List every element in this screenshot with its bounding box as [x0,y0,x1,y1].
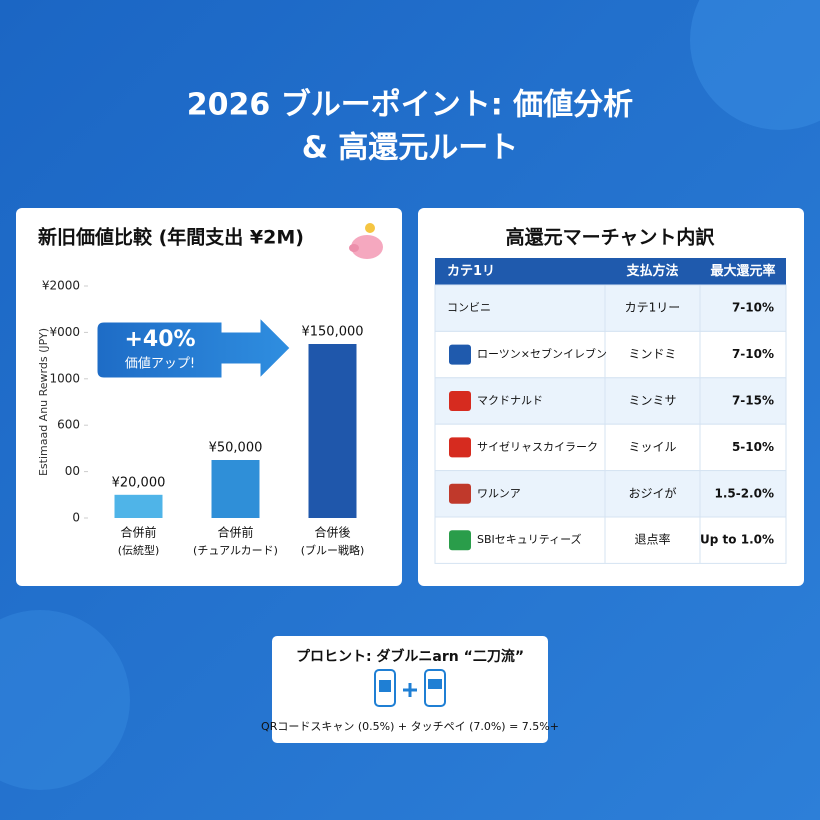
y-axis-label: Estimaad Anu Rewrds (JPY) [37,328,50,476]
y-tick-label: ¥000 [49,325,80,339]
y-tick-label: 00 [65,464,80,478]
x-tick-label: 合併後 [314,525,350,540]
title: 2026 ブルーポイント: 価値分析 [187,88,633,123]
annotation-text: 価値アップ! [125,356,195,372]
table-cell: 退点率 [634,532,670,547]
piggy-icon [349,223,383,259]
bar [308,344,357,518]
value-label: ¥150,000 [301,325,363,340]
merchant-icon [449,483,471,504]
table-cell: ミンミサ [628,394,676,408]
table-cell: ミンドミ [628,347,676,361]
table-cell: ワルンア [477,487,521,500]
table-row [434,470,787,518]
table-row [434,516,787,564]
table-cell: ミッイル [628,440,676,454]
decor [0,610,130,790]
column-header: 支払方法 [625,263,678,279]
decor [690,0,820,130]
bar [211,460,260,518]
value-label: ¥50,000 [209,441,263,456]
phone-icons [374,669,446,707]
table-cell: コンビニ [447,301,491,314]
y-tick-label: 0 [72,511,80,525]
table-row [434,284,787,332]
table-header [435,258,786,285]
table-cell: 7-10% [732,301,774,315]
table-cell: Up to 1.0% [700,533,774,547]
chart-title: 新旧価値比較 (年間支出 ¥2M) [38,226,304,249]
x-tick-sublabel: (チュアルカード) [193,544,278,557]
table-cell: 7-10% [732,347,774,361]
x-tick-sublabel: (ブルー戦略) [301,543,365,557]
merchant-icon [449,344,471,365]
table-row [434,423,787,472]
annotation [96,316,291,380]
y-tick-label: 600 [57,418,80,432]
table-title: 高還元マーチャント内訳 [506,226,716,249]
table-row [434,330,787,379]
annotation-value: +40% [124,327,195,352]
table-cell: 7-15% [732,394,774,408]
chart-panel [16,208,402,586]
y-tick-label: 1000 [49,371,80,385]
table-row [434,377,787,425]
column-header: カテ1リ [447,264,495,279]
value-label: ¥20,000 [112,475,166,490]
table-cell: 1.5-2.0% [714,486,774,500]
table-cell: カテ1リー [625,301,681,315]
merchant-icon [449,437,471,458]
table-cell: おジイが [628,485,676,500]
table-cell: SBIセキュリティーズ [477,532,582,546]
table-cell: マクドナルド [477,394,543,407]
table-cell: ローツン×セブンイレブン [477,347,607,361]
bar [114,494,163,518]
merchant-icon [449,391,471,411]
y-tick-label: ¥2000 [42,279,80,293]
x-tick-label: 合併前 [217,525,253,540]
table-cell: 5-10% [732,440,774,454]
table-cell: サイゼリャスカイラーク [477,440,598,453]
tip-formula: QRコードスキャン (0.5%) + タッチペイ (7.0%) = 7.5%+ [261,720,559,733]
x-tick-sublabel: (伝統型) [118,543,160,557]
merchant-icon [449,530,471,551]
tip-title: プロヒント: ダブルニarn “二刀流” [296,648,524,665]
x-tick-label: 合併前 [120,525,156,540]
title: & 高還元ルート [302,131,519,166]
column-header: 最大還元率 [710,263,775,279]
